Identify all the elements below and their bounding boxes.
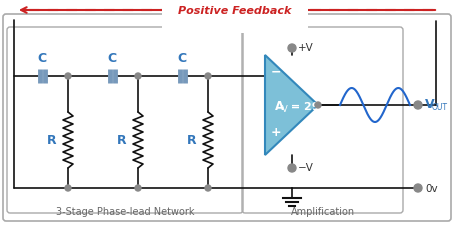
- Text: R: R: [187, 134, 197, 147]
- Text: V: V: [424, 99, 434, 112]
- Text: R: R: [47, 134, 57, 147]
- Text: A: A: [274, 100, 283, 113]
- Text: 0v: 0v: [424, 184, 437, 194]
- Text: −V: −V: [298, 163, 313, 173]
- Circle shape: [205, 185, 211, 191]
- Circle shape: [135, 73, 141, 79]
- Circle shape: [65, 73, 71, 79]
- Text: OUT: OUT: [431, 103, 447, 113]
- Text: 3-Stage Phase-lead Network: 3-Stage Phase-lead Network: [56, 207, 194, 217]
- Text: R: R: [117, 134, 126, 147]
- Text: V: V: [281, 104, 287, 113]
- Text: Positive Feedback: Positive Feedback: [178, 6, 291, 16]
- Circle shape: [288, 164, 295, 172]
- Circle shape: [135, 185, 141, 191]
- Circle shape: [314, 102, 320, 108]
- Text: +: +: [270, 127, 281, 140]
- Text: C: C: [37, 51, 46, 65]
- Text: C: C: [177, 51, 186, 65]
- Text: = 29: = 29: [286, 102, 319, 112]
- Circle shape: [413, 101, 421, 109]
- Circle shape: [65, 185, 71, 191]
- Text: −: −: [270, 65, 281, 79]
- Circle shape: [205, 73, 211, 79]
- Polygon shape: [264, 55, 317, 155]
- Text: Amplification: Amplification: [290, 207, 354, 217]
- Circle shape: [413, 184, 421, 192]
- Text: C: C: [107, 51, 116, 65]
- Circle shape: [288, 44, 295, 52]
- Text: +V: +V: [298, 43, 313, 53]
